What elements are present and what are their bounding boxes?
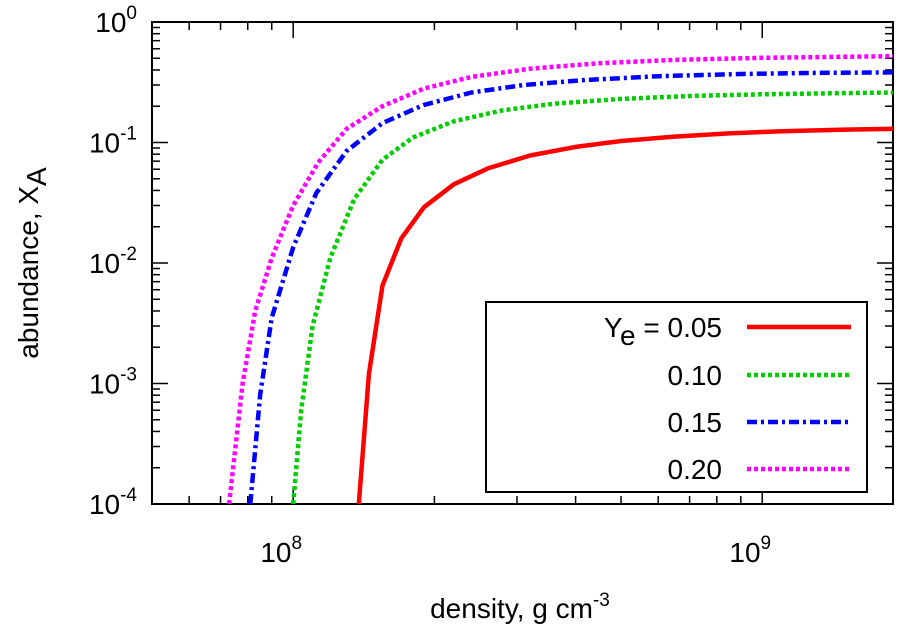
y-tick-mantissa: 10 xyxy=(89,128,120,159)
axis-titles: density, g cm-3 abundance, XA xyxy=(13,167,610,624)
x-axis-title-sup: -3 xyxy=(593,590,610,611)
y-tick-exponent: -1 xyxy=(120,124,137,145)
legend-title-sub: e xyxy=(620,320,636,351)
x-tick-label: 108 xyxy=(260,533,302,568)
y-tick-exponent: 0 xyxy=(126,3,137,24)
axis-ticks xyxy=(151,21,893,505)
legend-box xyxy=(485,301,868,493)
series-line-0.15 xyxy=(248,70,893,504)
legend-label-0.20: 0.20 xyxy=(668,454,723,485)
y-tick-label: 100 xyxy=(95,3,137,38)
legend-label-0.05: Ye = 0.05 xyxy=(604,312,722,351)
y-tick-label: 10-1 xyxy=(89,124,137,159)
x-axis-title-base: density, g cm xyxy=(430,593,593,624)
y-tick-exponent: -2 xyxy=(120,244,137,265)
y-axis-title: abundance, XA xyxy=(13,167,52,359)
y-tick-label: 10-3 xyxy=(89,365,137,400)
series-line-0.20 xyxy=(226,53,893,504)
x-axis-title: density, g cm-3 xyxy=(430,590,610,624)
y-tick-mantissa: 10 xyxy=(95,7,126,38)
y-axis-title-base: abundance, X xyxy=(13,186,44,359)
legend-title-rest: = 0.05 xyxy=(636,312,722,343)
y-tick-mantissa: 10 xyxy=(89,489,120,520)
x-tick-label: 109 xyxy=(729,533,771,568)
data-series xyxy=(226,53,893,504)
y-tick-label: 10-4 xyxy=(89,485,137,520)
y-tick-exponent: -3 xyxy=(120,365,137,386)
x-tick-mantissa: 10 xyxy=(729,537,760,568)
legend-label-0.15: 0.15 xyxy=(668,407,723,438)
y-tick-mantissa: 10 xyxy=(89,369,120,400)
y-tick-mantissa: 10 xyxy=(89,248,120,279)
y-tick-label: 10-2 xyxy=(89,244,137,279)
y-tick-exponent: -4 xyxy=(120,485,137,506)
legend: Ye = 0.05 0.10 0.15 0.20 xyxy=(485,301,868,493)
y-axis-title-sub: A xyxy=(21,167,52,186)
x-tick-mantissa: 10 xyxy=(260,537,291,568)
x-tick-exponent: 9 xyxy=(761,533,772,554)
series-line-0.05 xyxy=(356,126,893,504)
legend-label-0.10: 0.10 xyxy=(668,360,723,391)
x-tick-exponent: 8 xyxy=(291,533,302,554)
series-line-0.10 xyxy=(290,90,893,504)
legend-title-base: Y xyxy=(604,312,623,343)
